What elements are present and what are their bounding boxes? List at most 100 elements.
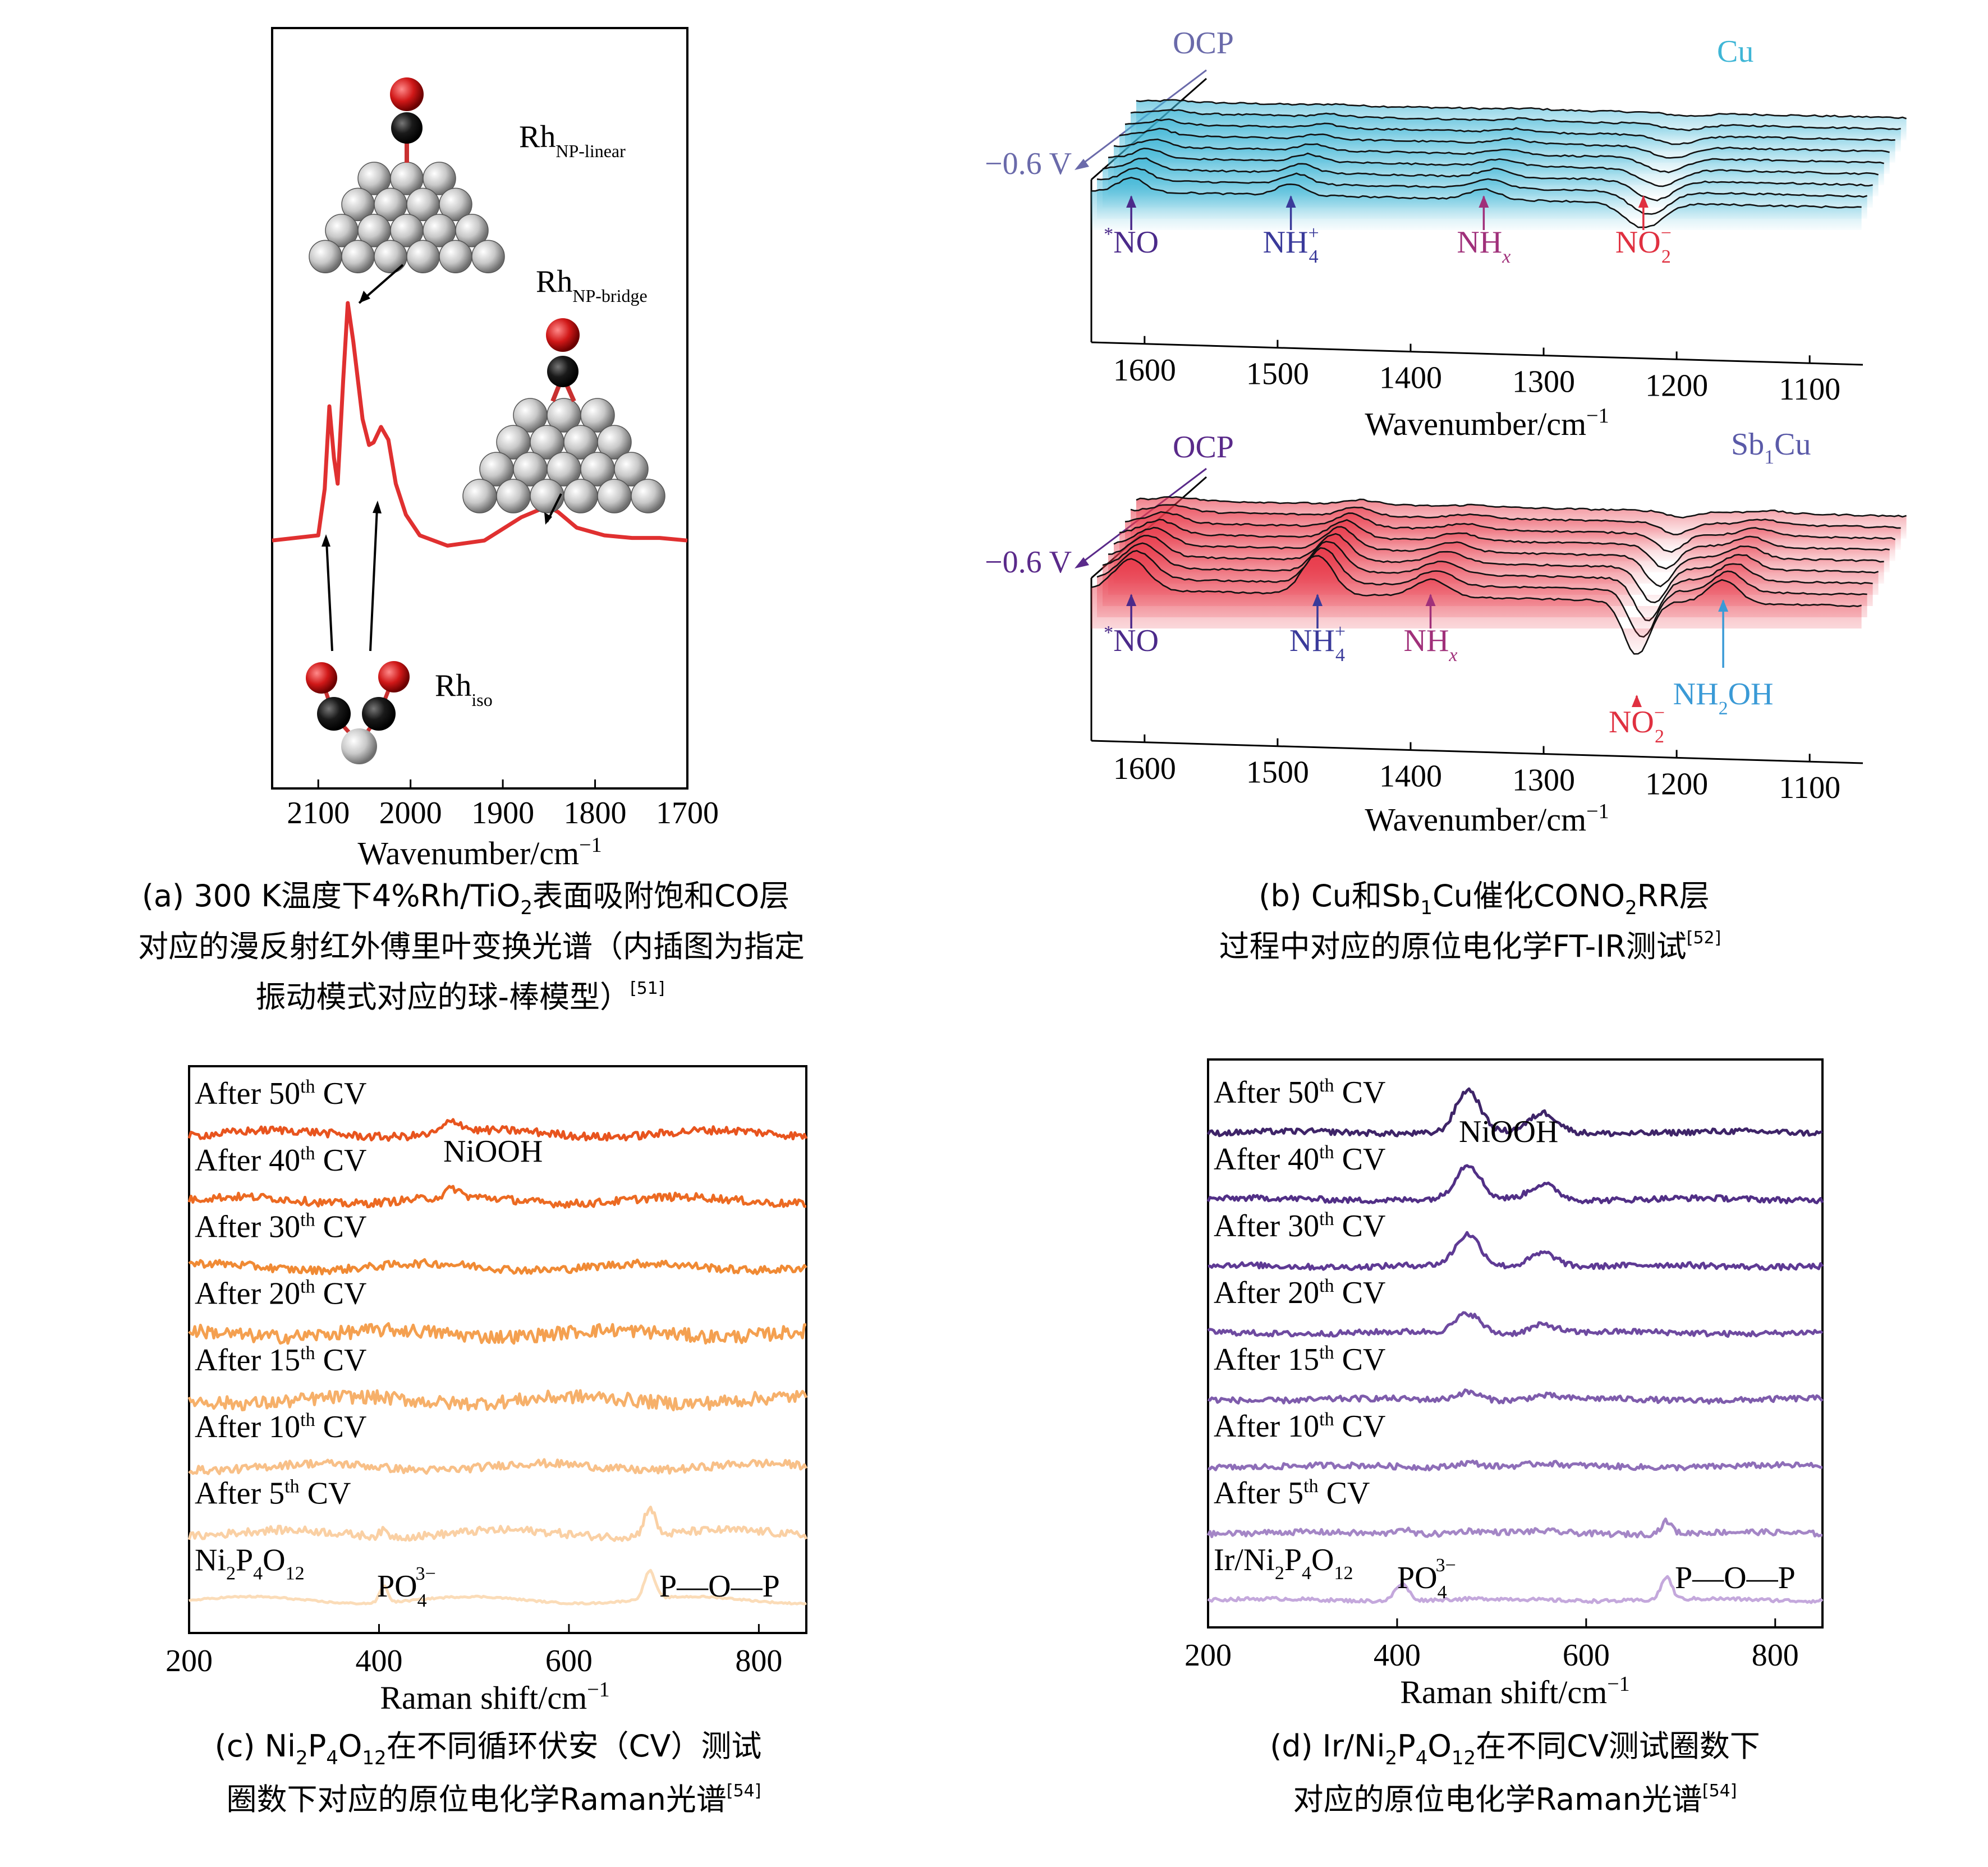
sb1cu-title: Sb1Cu — [1731, 427, 1811, 468]
raman-series-label: After 40th CV — [1214, 1142, 1385, 1177]
b-top-v: −0.6 V — [985, 146, 1072, 181]
raman-series-label: After 20th CV — [1214, 1276, 1385, 1310]
panel-a-frame — [271, 27, 688, 790]
b-xtick-label: 1500 — [1246, 357, 1309, 392]
b-peak-label: NHx — [1404, 623, 1458, 666]
raman-series-label: After 20th CV — [195, 1276, 366, 1311]
panel-a: 2100 2000 1900 1800 1700 Wavenumber/cm−1 RhN… — [138, 27, 805, 1015]
b-xtick-label: 1200 — [1645, 368, 1708, 403]
b-spectrum-trace — [1096, 167, 1867, 215]
arrow-iso-2 — [369, 507, 378, 652]
b-spectrum-trace — [1108, 148, 1879, 187]
caption-b: (b) Cu和Sb1Cu催化CONO2RR层 — [1259, 878, 1709, 919]
b-peak-label: NHx — [1457, 225, 1510, 267]
b-peak-label: NO− 2 — [1609, 703, 1665, 747]
raman-series-label: After 15th CV — [195, 1343, 366, 1378]
raman-series-line — [1208, 1459, 1823, 1472]
raman-series-label: After 50th CV — [1214, 1075, 1385, 1110]
b-peak-label: NO− 2 — [1615, 223, 1672, 267]
raman-series-line — [1207, 1575, 1824, 1604]
cu-title: Cu — [1717, 34, 1753, 69]
raman-series-label: Ir/Ni2P4O12 — [1214, 1543, 1353, 1584]
raman-series-line — [1206, 1517, 1823, 1539]
b-peak-label: *NO — [1104, 622, 1159, 658]
b-bot-v: −0.6 V — [985, 545, 1072, 580]
b-peak-label: *NO — [1104, 224, 1159, 260]
caption-d-line2: 对应的原位电化学Raman光谱[54] — [1293, 1781, 1737, 1817]
b-spectrum-trace — [1102, 157, 1873, 201]
raman-series-line — [188, 1322, 807, 1345]
caption-a-line3: 振动模式对应的球-棒模型）[51] — [255, 979, 664, 1015]
raman-series-line — [1206, 1087, 1823, 1137]
b-top-xlabel: Wavenumber/cm−1 — [1365, 404, 1609, 442]
raman-series-label: After 5th CV — [195, 1476, 351, 1511]
b-spectrum-trace — [1091, 177, 1862, 228]
panel-c-frame — [188, 1065, 807, 1634]
panel-a-x-ticks: 2100 2000 1900 1800 1700 — [287, 779, 719, 831]
d-annot-po4: PO43− — [1397, 1555, 1456, 1603]
c-annot-niooh: NiOOH — [443, 1134, 543, 1169]
b-xtick-label: 1200 — [1645, 767, 1708, 801]
raman-series-label: After 30th CV — [1214, 1209, 1385, 1244]
rh-iso-model — [306, 661, 410, 764]
raman-series-line — [188, 1568, 807, 1605]
panel-c: After 50th CV After 40th CV After 30th CV A… — [166, 1065, 808, 1817]
raman-xtick-label: 400 — [355, 1644, 402, 1678]
panel-d-frame — [1207, 1058, 1824, 1629]
b-spectrum-trace — [1096, 547, 1867, 638]
c-annot-po4: PO43− — [377, 1563, 436, 1611]
raman-series-label: Ni2P4O12 — [195, 1543, 305, 1584]
raman-series-line — [187, 1185, 807, 1209]
b-spectrum-trace — [1113, 526, 1884, 588]
raman-series-line — [1206, 1164, 1824, 1205]
b-xtick-label: 1400 — [1379, 759, 1442, 794]
b-spectrum-trace — [1119, 127, 1890, 159]
panel-a-spectrum-line — [272, 301, 688, 548]
raman-xtick-label: 200 — [1184, 1638, 1232, 1673]
raman-series-label: After 5th CV — [1214, 1476, 1370, 1511]
caption-c: (c) Ni2P4O12在不同循环伏安（CV）测试 — [215, 1728, 762, 1769]
d-annot-pop: P—O—P — [1675, 1561, 1796, 1595]
raman-series-label: After 50th CV — [195, 1076, 366, 1111]
panel-d-xlabel: Raman shift/cm−1 — [1400, 1672, 1629, 1710]
a-xtick-label: 1700 — [656, 796, 719, 831]
caption-a: (a) 300 K温度下4%Rh/TiO2表面吸附饱和CO层 — [142, 878, 789, 919]
a-xtick-label: 2100 — [287, 796, 350, 831]
raman-series-label: After 10th CV — [195, 1410, 366, 1444]
caption-d: (d) Ir/Ni2P4O12在不同CV测试圈数下 — [1270, 1728, 1760, 1769]
raman-series-label: After 40th CV — [195, 1143, 366, 1178]
b-spectrum-trace — [1124, 118, 1895, 145]
panel-b: 1600 1500 1400 1300 1200 1100 *NO NH+ 4 NHx NO− 2 1… — [985, 26, 1907, 964]
raman-series-line — [188, 1258, 807, 1276]
arrow-iso-1 — [325, 541, 333, 652]
b-xtick-label: 1300 — [1512, 364, 1575, 399]
b-spectrum-trace — [1130, 109, 1901, 131]
raman-xtick-label: 600 — [545, 1644, 593, 1678]
label-rh-np-linear: RhNP-linear — [519, 120, 626, 161]
caption-c-line2: 圈数下对应的原位电化学Raman光谱[54] — [227, 1781, 761, 1817]
b-top-ocp: OCP — [1173, 26, 1234, 61]
b-xtick-label: 1600 — [1113, 353, 1176, 388]
rh-np-bridge-model — [462, 318, 665, 513]
raman-series-line — [1207, 1311, 1824, 1338]
b-spectrum-trace — [1124, 511, 1896, 553]
caption-b-line2: 过程中对应的原位电化学FT-IR测试[52] — [1219, 928, 1721, 964]
raman-series-label: After 30th CV — [195, 1210, 366, 1245]
panel-b-cu-3d-spectra: 1600 1500 1400 1300 1200 1100 *NO NH+ 4 NHx NO− 2 — [1075, 69, 1907, 407]
b-peak-label: NH2OH — [1673, 677, 1774, 719]
b-spectrum-trace — [1130, 504, 1901, 535]
b-xtick-label: 1100 — [1779, 770, 1840, 805]
panel-a-xlabel: Wavenumber/cm−1 — [357, 833, 602, 871]
raman-xtick-label: 200 — [166, 1644, 213, 1678]
a-xtick-label: 2000 — [379, 796, 442, 831]
rh-np-linear-model — [309, 77, 505, 273]
panel-b-sb1cu-3d-spectra: 1600 1500 1400 1300 1200 1100 *NO NH+ 4 NHx NO− 2NH… — [1075, 467, 1907, 805]
d-annot-niooh: NiOOH — [1459, 1114, 1558, 1149]
b-spectrum-trace — [1113, 138, 1884, 173]
raman-series-line — [187, 1118, 808, 1142]
b-xtick-label: 1500 — [1246, 755, 1309, 790]
b-spectrum-trace — [1108, 533, 1879, 603]
label-rh-np-bridge: RhNP-bridge — [536, 264, 648, 306]
a-xtick-label: 1800 — [564, 796, 627, 831]
